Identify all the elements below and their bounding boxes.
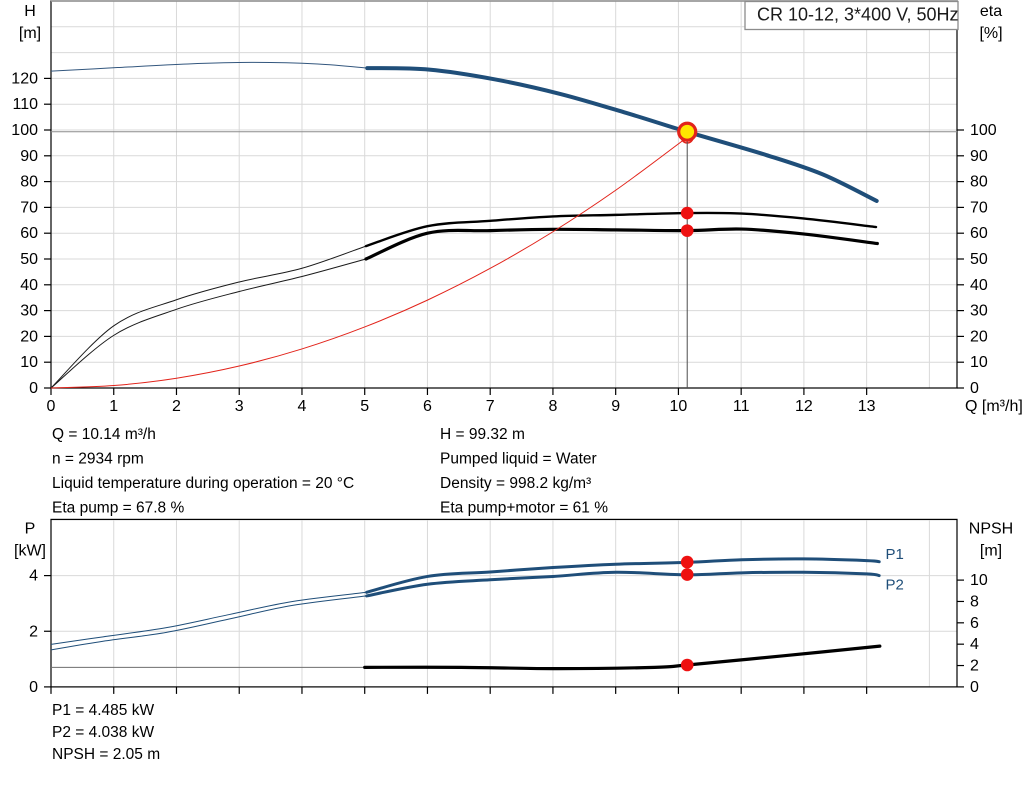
svg-text:10: 10 (970, 354, 988, 371)
svg-text:[m]: [m] (19, 25, 41, 42)
svg-text:P2 = 4.038 kW: P2 = 4.038 kW (52, 724, 154, 741)
svg-text:[%]: [%] (979, 25, 1002, 42)
svg-text:10: 10 (670, 398, 688, 415)
svg-text:110: 110 (12, 96, 38, 113)
svg-text:P: P (25, 520, 36, 537)
svg-text:n = 2934 rpm: n = 2934 rpm (52, 451, 144, 468)
svg-text:[m]: [m] (980, 542, 1002, 559)
svg-text:4: 4 (970, 636, 979, 653)
svg-text:60: 60 (970, 225, 988, 242)
svg-text:NPSH: NPSH (969, 520, 1013, 537)
svg-text:0: 0 (29, 380, 38, 397)
svg-text:20: 20 (970, 328, 988, 345)
svg-text:120: 120 (11, 70, 38, 87)
svg-text:4: 4 (298, 398, 307, 415)
svg-text:Density = 998.2 kg/m³: Density = 998.2 kg/m³ (440, 475, 591, 492)
svg-text:2: 2 (29, 623, 38, 640)
svg-text:100: 100 (11, 122, 38, 139)
svg-text:Pumped liquid = Water: Pumped liquid = Water (440, 451, 597, 468)
svg-text:40: 40 (970, 277, 988, 294)
svg-text:Eta pump+motor = 61 %: Eta pump+motor = 61 % (440, 500, 608, 517)
svg-text:6: 6 (423, 398, 432, 415)
svg-text:0: 0 (29, 679, 38, 696)
svg-text:90: 90 (970, 148, 988, 165)
svg-text:Q = 10.14 m³/h: Q = 10.14 m³/h (52, 426, 156, 443)
svg-text:0: 0 (970, 679, 979, 696)
svg-text:8: 8 (548, 398, 557, 415)
svg-text:H = 99.32 m: H = 99.32 m (440, 426, 525, 443)
svg-text:70: 70 (20, 199, 38, 216)
svg-text:60: 60 (20, 225, 38, 242)
svg-text:7: 7 (486, 398, 495, 415)
svg-text:4: 4 (29, 568, 38, 585)
svg-text:P1: P1 (885, 546, 903, 563)
svg-text:P1 = 4.485 kW: P1 = 4.485 kW (52, 702, 154, 719)
svg-text:11: 11 (733, 398, 750, 415)
svg-text:6: 6 (970, 615, 979, 632)
svg-text:90: 90 (20, 148, 38, 165)
svg-text:2: 2 (172, 398, 181, 415)
svg-text:9: 9 (611, 398, 620, 415)
svg-text:eta: eta (980, 3, 1002, 20)
svg-text:30: 30 (970, 303, 988, 320)
svg-text:P2: P2 (885, 577, 903, 594)
svg-text:Q [m³/h]: Q [m³/h] (965, 398, 1023, 415)
svg-text:5: 5 (360, 398, 369, 415)
svg-text:1: 1 (109, 398, 118, 415)
svg-text:0: 0 (970, 380, 979, 397)
svg-text:100: 100 (970, 122, 997, 139)
svg-text:70: 70 (970, 199, 988, 216)
svg-text:0: 0 (47, 398, 56, 415)
svg-text:13: 13 (858, 398, 876, 415)
svg-text:30: 30 (20, 303, 38, 320)
svg-text:20: 20 (20, 328, 38, 345)
svg-text:CR 10-12, 3*400 V, 50Hz: CR 10-12, 3*400 V, 50Hz (757, 5, 958, 25)
svg-text:12: 12 (795, 398, 813, 415)
svg-text:50: 50 (970, 251, 988, 268)
svg-text:8: 8 (970, 593, 979, 610)
svg-text:80: 80 (20, 174, 38, 191)
svg-text:Liquid temperature during oper: Liquid temperature during operation = 20… (52, 475, 354, 492)
svg-text:H: H (24, 3, 36, 20)
svg-text:80: 80 (970, 174, 988, 191)
svg-text:40: 40 (20, 277, 38, 294)
svg-text:10: 10 (970, 572, 988, 589)
svg-text:3: 3 (235, 398, 244, 415)
svg-text:10: 10 (20, 354, 38, 371)
svg-text:2: 2 (970, 658, 979, 675)
svg-text:Eta pump = 67.8 %: Eta pump = 67.8 % (52, 500, 184, 517)
svg-text:50: 50 (20, 251, 38, 268)
svg-text:NPSH = 2.05 m: NPSH = 2.05 m (52, 746, 160, 763)
svg-text:[kW]: [kW] (14, 542, 46, 559)
